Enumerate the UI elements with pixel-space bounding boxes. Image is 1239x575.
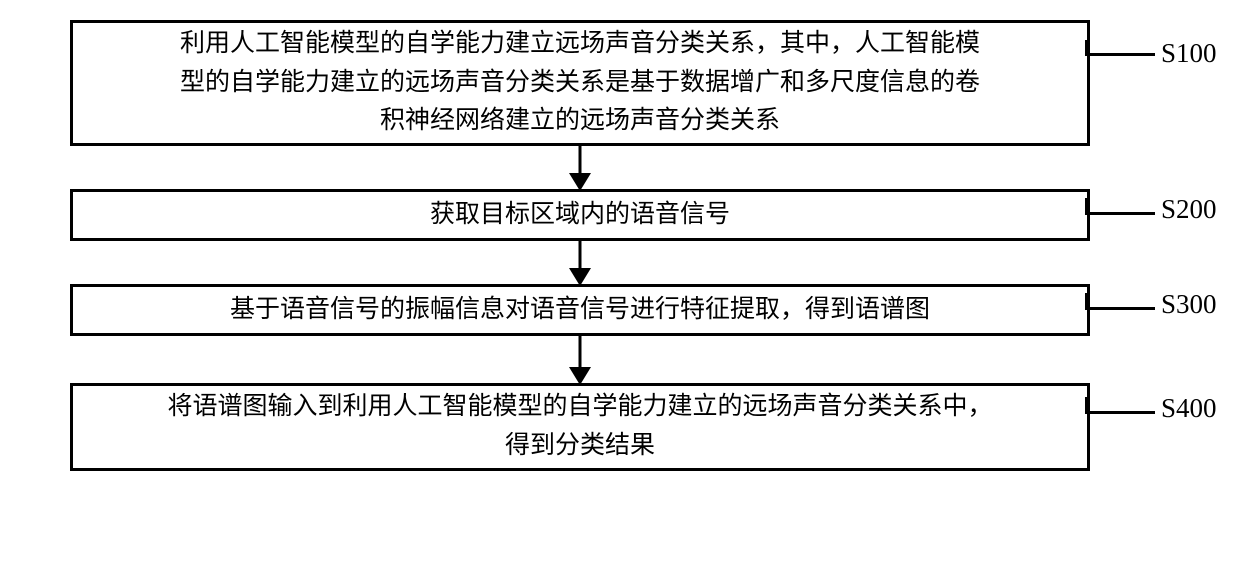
leader-line bbox=[1085, 307, 1155, 310]
step-label-s100: S100 bbox=[1161, 38, 1217, 69]
arrow-down-icon bbox=[569, 146, 591, 189]
step-text: 将语谱图输入到利用人工智能模型的自学能力建立的远场声音分类关系中，得到分类结果 bbox=[167, 388, 992, 466]
leader-line bbox=[1085, 411, 1155, 414]
flowchart-container: 利用人工智能模型的自学能力建立远场声音分类关系，其中，人工智能模型的自学能力建立… bbox=[70, 20, 1090, 471]
step-text: 基于语音信号的振幅信息对语音信号进行特征提取，得到语谱图 bbox=[230, 291, 930, 330]
step-box-s200: 获取目标区域内的语音信号 bbox=[70, 189, 1090, 241]
arrow-down-icon bbox=[569, 336, 591, 383]
connector-wrap bbox=[70, 241, 1090, 284]
step-box-s300: 基于语音信号的振幅信息对语音信号进行特征提取，得到语谱图 bbox=[70, 284, 1090, 336]
flow-step: 获取目标区域内的语音信号 S200 bbox=[70, 189, 1090, 241]
step-label-s400: S400 bbox=[1161, 393, 1217, 424]
connector-wrap bbox=[70, 336, 1090, 383]
leader-line bbox=[1085, 212, 1155, 215]
flow-step: 基于语音信号的振幅信息对语音信号进行特征提取，得到语谱图 S300 bbox=[70, 284, 1090, 336]
leader-line bbox=[1085, 53, 1155, 56]
step-text: 利用人工智能模型的自学能力建立远场声音分类关系，其中，人工智能模型的自学能力建立… bbox=[180, 25, 980, 141]
step-box-s100: 利用人工智能模型的自学能力建立远场声音分类关系，其中，人工智能模型的自学能力建立… bbox=[70, 20, 1090, 146]
step-label-s300: S300 bbox=[1161, 289, 1217, 320]
arrow-down-icon bbox=[569, 241, 591, 284]
step-text: 获取目标区域内的语音信号 bbox=[430, 196, 730, 235]
step-label-s200: S200 bbox=[1161, 194, 1217, 225]
flow-step: 将语谱图输入到利用人工智能模型的自学能力建立的远场声音分类关系中，得到分类结果 … bbox=[70, 383, 1090, 471]
flow-step: 利用人工智能模型的自学能力建立远场声音分类关系，其中，人工智能模型的自学能力建立… bbox=[70, 20, 1090, 146]
connector-wrap bbox=[70, 146, 1090, 189]
step-box-s400: 将语谱图输入到利用人工智能模型的自学能力建立的远场声音分类关系中，得到分类结果 bbox=[70, 383, 1090, 471]
